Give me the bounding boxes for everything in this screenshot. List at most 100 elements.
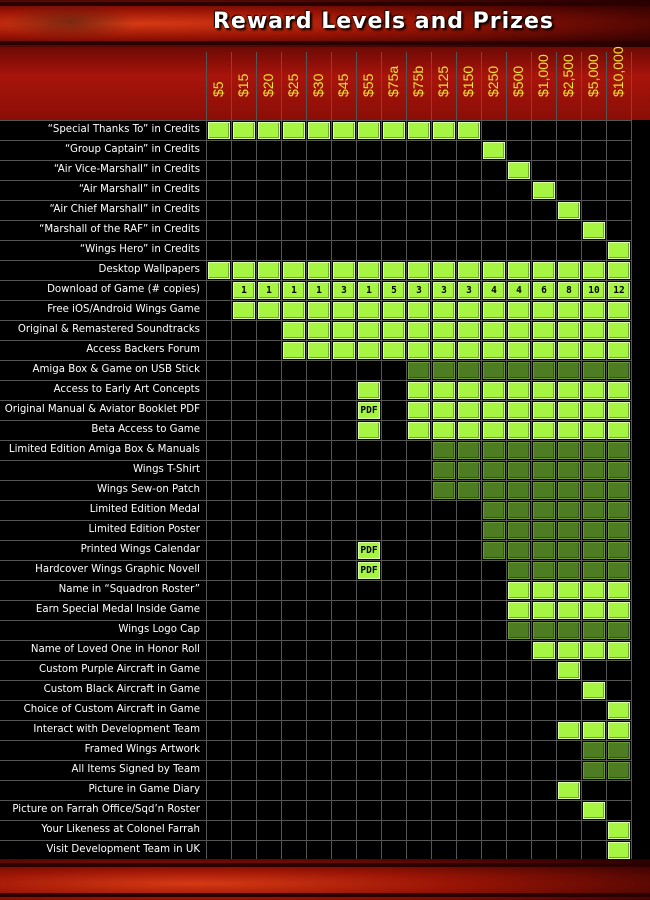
grid-row-line bbox=[0, 440, 631, 441]
reward-cell-included bbox=[483, 142, 505, 159]
level-label: $250 bbox=[485, 65, 501, 97]
reward-label: Original & Remastered Soundtracks bbox=[17, 324, 200, 335]
reward-cell-included bbox=[208, 122, 230, 139]
grid-row-line bbox=[0, 320, 631, 321]
grid-column-line bbox=[431, 52, 432, 860]
reward-cell-included bbox=[508, 162, 530, 179]
level-header: $25 bbox=[281, 52, 306, 120]
reward-cell-included bbox=[483, 402, 505, 419]
reward-cell-physical bbox=[458, 462, 480, 479]
cell-text: 3 bbox=[341, 285, 347, 296]
reward-cell-included bbox=[433, 342, 455, 359]
reward-cell-physical bbox=[558, 542, 580, 559]
reward-cell-included bbox=[558, 722, 580, 739]
reward-cell-copies: 4 bbox=[508, 282, 530, 299]
reward-cell-physical bbox=[533, 462, 555, 479]
reward-cell-physical bbox=[458, 482, 480, 499]
reward-cell-physical bbox=[583, 502, 605, 519]
reward-label: Download of Game (# copies) bbox=[47, 284, 200, 295]
reward-cell-physical bbox=[483, 442, 505, 459]
reward-cell-included bbox=[508, 262, 530, 279]
reward-cell-physical bbox=[608, 622, 630, 639]
reward-cell-copies: 3 bbox=[458, 282, 480, 299]
reward-cell-included bbox=[608, 642, 630, 659]
reward-cell-physical bbox=[583, 742, 605, 759]
reward-cell-included bbox=[508, 322, 530, 339]
reward-cell-included bbox=[458, 342, 480, 359]
reward-cell-physical bbox=[458, 362, 480, 379]
reward-cell-included bbox=[233, 262, 255, 279]
grid-column-line bbox=[506, 52, 507, 860]
reward-cell-included bbox=[533, 382, 555, 399]
reward-cell-physical bbox=[433, 442, 455, 459]
level-label: $150 bbox=[460, 65, 476, 97]
reward-cell-included bbox=[283, 262, 305, 279]
reward-cell-included bbox=[608, 422, 630, 439]
grid-row-line bbox=[0, 620, 631, 621]
level-header: $20 bbox=[256, 52, 281, 120]
grid-row-line bbox=[0, 820, 631, 821]
reward-cell-physical bbox=[533, 362, 555, 379]
reward-cell-included bbox=[408, 322, 430, 339]
reward-cell-included bbox=[533, 342, 555, 359]
reward-cell-included bbox=[558, 262, 580, 279]
level-label: $75a bbox=[385, 65, 401, 97]
reward-label: Access to Early Art Concepts bbox=[53, 384, 200, 395]
reward-cell-included bbox=[583, 262, 605, 279]
reward-cell-physical bbox=[583, 482, 605, 499]
reward-label: Beta Access to Game bbox=[91, 424, 200, 435]
reward-cell-physical bbox=[608, 762, 630, 779]
reward-cell-included bbox=[483, 382, 505, 399]
reward-label: Amiga Box & Game on USB Stick bbox=[32, 364, 200, 375]
reward-label: Wings T-Shirt bbox=[132, 464, 200, 475]
reward-cell-physical bbox=[533, 622, 555, 639]
reward-cell-included bbox=[558, 602, 580, 619]
reward-cell-included bbox=[483, 342, 505, 359]
reward-cell-included bbox=[458, 322, 480, 339]
cell-text: 1 bbox=[316, 285, 322, 296]
level-label: $5,000 bbox=[585, 54, 601, 97]
grid-row-line bbox=[0, 380, 631, 381]
level-label: $25 bbox=[285, 73, 301, 97]
grid-row-line bbox=[0, 740, 631, 741]
reward-cell-physical bbox=[608, 442, 630, 459]
reward-cell-included bbox=[408, 122, 430, 139]
level-label: $75b bbox=[410, 65, 426, 97]
reward-cell-included bbox=[433, 402, 455, 419]
reward-cell-physical bbox=[583, 542, 605, 559]
reward-cell-physical bbox=[583, 442, 605, 459]
reward-cell-copies: 1 bbox=[258, 282, 280, 299]
reward-cell-included bbox=[583, 642, 605, 659]
reward-cell-physical bbox=[608, 462, 630, 479]
reward-cell-included bbox=[608, 262, 630, 279]
reward-cell-physical bbox=[608, 742, 630, 759]
reward-cell-included bbox=[433, 262, 455, 279]
level-header: $75b bbox=[406, 52, 431, 120]
reward-cell-included bbox=[508, 402, 530, 419]
level-header: $45 bbox=[331, 52, 356, 120]
reward-cell-physical bbox=[608, 502, 630, 519]
reward-cell-included bbox=[608, 322, 630, 339]
level-label: $1,000 bbox=[535, 54, 551, 97]
reward-cell-included bbox=[333, 302, 355, 319]
reward-cell-included bbox=[608, 722, 630, 739]
reward-cell-physical bbox=[583, 622, 605, 639]
grid-row-line bbox=[0, 460, 631, 461]
reward-cell-included bbox=[608, 402, 630, 419]
reward-cell-included bbox=[558, 582, 580, 599]
reward-cell-copies: 12 bbox=[608, 282, 630, 299]
reward-cell-physical bbox=[608, 562, 630, 579]
reward-cell-included bbox=[333, 122, 355, 139]
title-banner: Reward Levels and Prizes bbox=[0, 0, 650, 47]
grid-row-line bbox=[0, 340, 631, 341]
reward-cell-physical bbox=[483, 482, 505, 499]
cell-text: 5 bbox=[391, 285, 397, 296]
reward-cell-physical bbox=[558, 502, 580, 519]
reward-cell-included bbox=[458, 422, 480, 439]
reward-cell-pdf: PDF bbox=[358, 562, 380, 579]
reward-cell-included bbox=[383, 302, 405, 319]
reward-cell-included bbox=[558, 322, 580, 339]
reward-cell-physical bbox=[433, 362, 455, 379]
cell-text: PDF bbox=[360, 565, 378, 576]
grid-row-line bbox=[0, 420, 631, 421]
